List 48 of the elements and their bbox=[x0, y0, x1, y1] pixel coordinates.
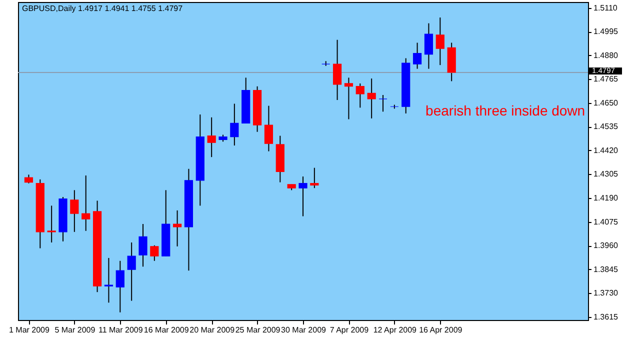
y-tick-label: 1.4190 bbox=[594, 194, 619, 203]
candlestick bbox=[424, 22, 434, 70]
y-tick-label: 1.4535 bbox=[594, 122, 619, 132]
x-tick-label: 30 Mar 2009 bbox=[281, 326, 327, 334]
candlestick bbox=[70, 190, 79, 232]
candlestick bbox=[332, 39, 342, 101]
candlestick bbox=[150, 244, 159, 262]
y-tick-label: 1.3615 bbox=[594, 312, 619, 322]
candlestick bbox=[138, 224, 148, 268]
candlestick bbox=[104, 257, 114, 304]
y-tick-label: 1.4995 bbox=[594, 27, 619, 36]
candlestick bbox=[172, 210, 182, 247]
x-tick-label: 16 Mar 2009 bbox=[144, 326, 190, 334]
x-tick-label: 11 Mar 2009 bbox=[98, 326, 144, 334]
y-tick-label: 1.4880 bbox=[594, 50, 619, 60]
annotation: bearish three inside down bbox=[426, 102, 586, 119]
candlestick bbox=[230, 103, 239, 146]
y-tick-label: 1.3730 bbox=[594, 288, 619, 298]
candlestick bbox=[378, 94, 388, 112]
y-tick-label: 1.5110 bbox=[594, 3, 618, 12]
candlestick bbox=[310, 167, 319, 189]
x-tick-label: 1 Mar 2009 bbox=[8, 326, 50, 334]
candlestick bbox=[47, 205, 56, 243]
y-tick-label: 1.4650 bbox=[594, 98, 619, 108]
x-tick-label: 5 Mar 2009 bbox=[54, 326, 96, 334]
candlestick bbox=[436, 17, 444, 66]
candlestick bbox=[82, 174, 90, 232]
x-tick-label: 12 Apr 2009 bbox=[373, 326, 418, 334]
x-tick-label: 16 Apr 2009 bbox=[419, 326, 463, 334]
y-tick-label: 1.4420 bbox=[594, 146, 619, 155]
y-tick-label: 1.3845 bbox=[594, 264, 619, 274]
y-tick-label: 1.3960 bbox=[594, 241, 619, 250]
candlestick bbox=[344, 77, 354, 120]
candlestick bbox=[127, 242, 136, 302]
x-tick-label: 20 Mar 2009 bbox=[190, 326, 236, 334]
candlestick bbox=[356, 82, 364, 108]
candlestick bbox=[298, 176, 308, 217]
x-tick-label: 25 Mar 2009 bbox=[235, 326, 281, 334]
candlestick bbox=[367, 78, 376, 119]
x-tick-label: 7 Apr 2009 bbox=[330, 326, 370, 334]
candlestick bbox=[207, 116, 216, 158]
y-tick-label: 1.4765 bbox=[594, 74, 619, 84]
chart-title: GBPUSD,Daily 1.4917 1.4941 1.4755 1.4797 bbox=[22, 4, 184, 13]
candlestick bbox=[412, 42, 422, 70]
y-tick-label: 1.4075 bbox=[594, 217, 619, 226]
y-tick-label: 1.4305 bbox=[594, 170, 619, 179]
candlestick bbox=[264, 105, 274, 152]
candlestick bbox=[116, 260, 124, 313]
